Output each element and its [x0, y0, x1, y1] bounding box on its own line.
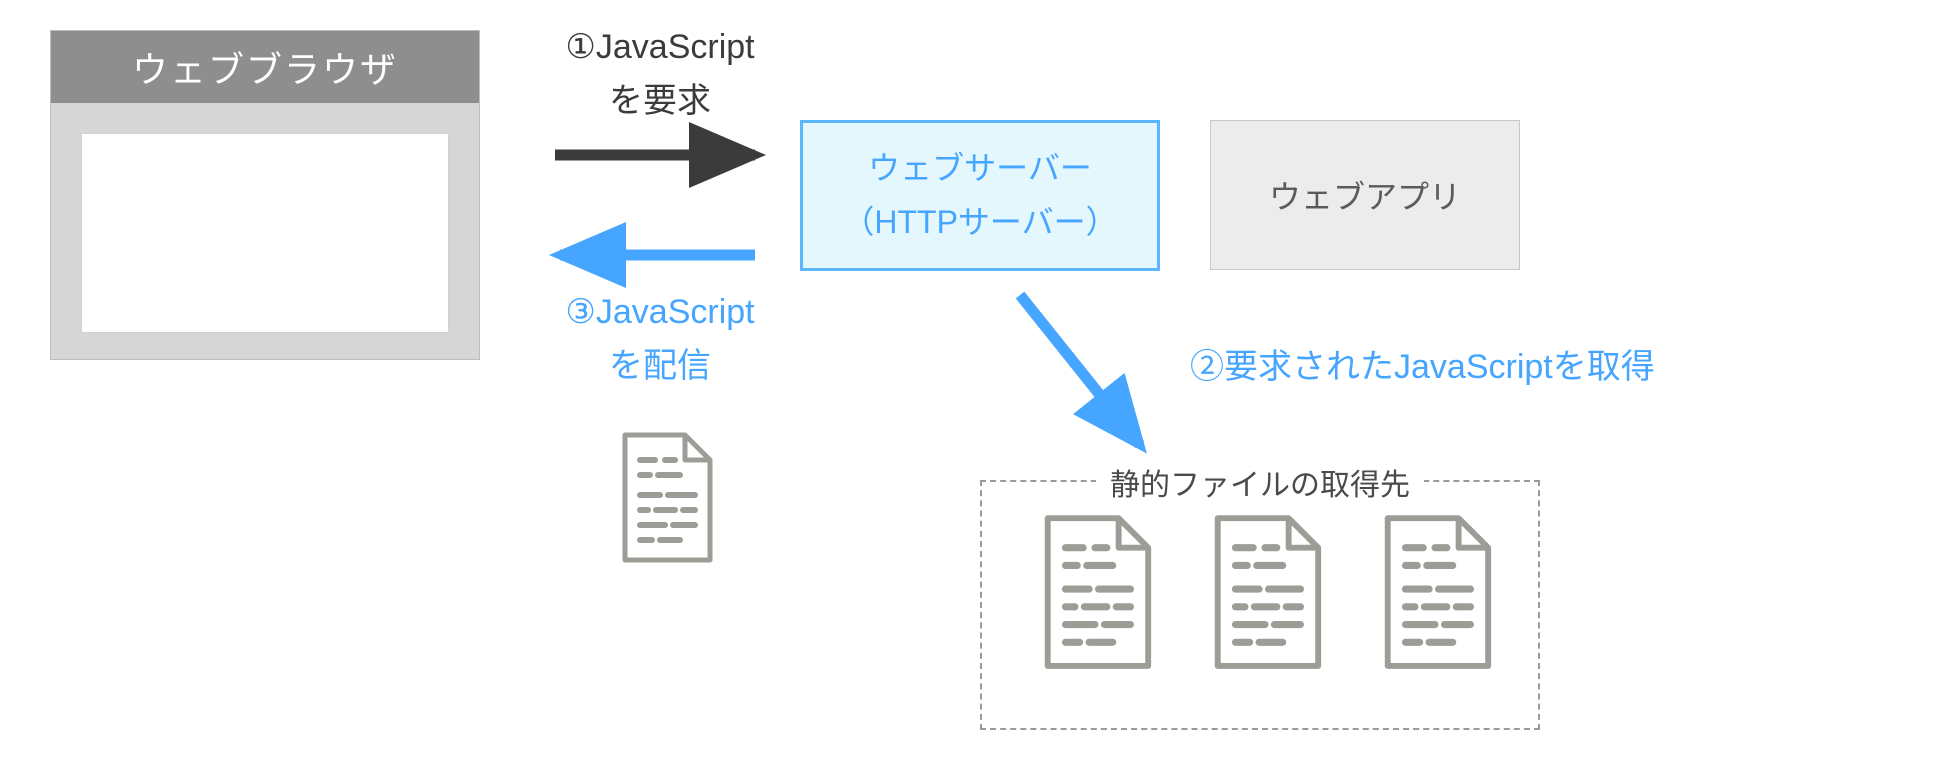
static-files-title: 静的ファイルの取得先	[1096, 460, 1424, 504]
document-icon	[1200, 510, 1330, 680]
step2-label: ②要求されたJavaScriptを取得	[1190, 340, 1655, 394]
document-icon	[610, 430, 720, 570]
document-icon	[1030, 510, 1160, 680]
step2-text: ②要求されたJavaScriptを取得	[1190, 348, 1655, 386]
document-icon	[1370, 510, 1500, 680]
